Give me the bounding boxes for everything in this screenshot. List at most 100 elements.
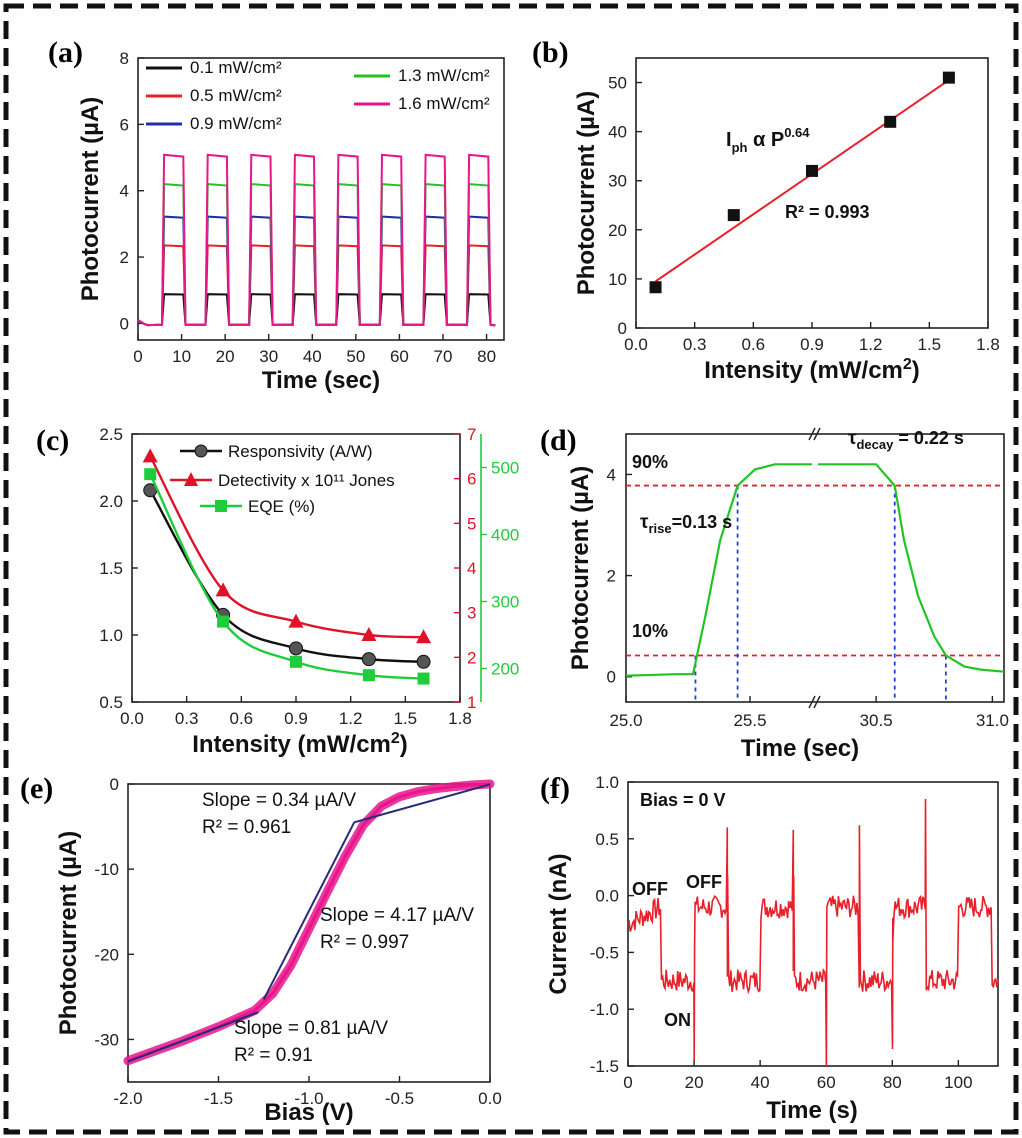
panel-a-legend: 0.1 mW/cm² 0.5 mW/cm² 0.9 mW/cm² 1.3 mW/cm²… <box>146 58 490 133</box>
panel-c-eqe-point <box>217 615 230 628</box>
panel-f-xtick-label: 40 <box>751 1073 770 1092</box>
panel-b-data-point <box>806 164 818 177</box>
panel-b-xtick-label: 1.8 <box>976 335 1000 354</box>
panel-d-xtick-label: 31.0 <box>976 711 1009 730</box>
panel-a-ylabel: Photocurrent (µA) <box>77 97 104 301</box>
panel-a-xtick-label: 40 <box>303 347 322 366</box>
panel-c-ytick-label: 1.5 <box>99 559 123 578</box>
panel-f-ytick-label: -1.5 <box>590 1057 619 1076</box>
panel-e-xtick-label: -1.0 <box>294 1089 323 1108</box>
panel-b-ticks: 0.0 0.3 0.6 0.9 1.2 1.5 1.8 0 10 20 30 40 50 <box>608 74 1000 354</box>
panel-f-ticks: 0 20 40 60 80 100 1.0 0.5 0.0 -0.5 -1.0 -1.5 <box>590 773 973 1092</box>
panel-c-responsivity-point <box>416 654 431 669</box>
panel-c-series-line <box>149 489 424 663</box>
panel-f-xtick-label: 80 <box>883 1073 902 1092</box>
panel-b-label: (b) <box>532 36 569 69</box>
panel-f-series <box>627 798 999 1067</box>
panel-e-fit-line <box>127 1011 259 1063</box>
panel-b-data-point <box>727 209 740 222</box>
panel-b-ytick-label: 40 <box>608 123 627 142</box>
panel-b-fit-line <box>654 79 950 283</box>
panel-c-y2tick-label: 2 <box>467 648 476 667</box>
panel-d-90-label: 90% <box>632 452 668 472</box>
panel-e-xtick-label: -2.0 <box>113 1089 142 1108</box>
panel-c-y3tick-label: 500 <box>491 459 519 478</box>
panel-c-xtick-label: 0.6 <box>230 709 254 728</box>
panel-c-responsivity-point <box>289 641 303 656</box>
panel-c-legend-marker <box>215 500 227 512</box>
panel-c-detectivity-point <box>288 613 304 628</box>
panel-b-xtick-label: 1.5 <box>918 335 942 354</box>
panel-b-xtick-label: 0.0 <box>624 335 648 354</box>
panel-a-legend-label: 1.3 mW/cm² <box>398 66 490 85</box>
panel-b-xtick-label: 0.6 <box>742 335 766 354</box>
panel-a-ytick-label: 0 <box>120 314 129 333</box>
panel-a-ticks: 0 10 20 30 40 50 60 70 80 0 2 4 6 8 <box>120 49 497 366</box>
panel-a-xtick-label: 50 <box>346 347 365 366</box>
panel-f-current-trace <box>627 798 999 1067</box>
panel-c-xtick-label: 0.9 <box>284 709 308 728</box>
panel-d-decay-label: τdecay = 0.22 s <box>848 428 964 452</box>
panel-a-ytick-label: 6 <box>120 115 129 134</box>
panel-c-detectivity-point <box>416 629 432 644</box>
panel-f-off-label-1: OFF <box>632 879 668 899</box>
panel-f-ylabel: Current (nA) <box>545 853 572 994</box>
panel-d-xtick-label: 25.0 <box>609 711 642 730</box>
panel-b: (b) 0.0 0.3 0.6 0.9 1.2 1.5 1.8 0 10 20 30 40 50 Int… <box>532 36 1000 384</box>
panel-a: (a) 0 10 20 30 40 50 60 70 80 0 2 4 6 8 Time (sec) Ph… <box>48 36 505 394</box>
panel-b-xlabel: Intensity (mW/cm2) <box>704 356 920 384</box>
panel-d-rise-curve <box>625 463 812 677</box>
panel-a-xtick-label: 60 <box>390 347 409 366</box>
panel-b-xtick-label: 1.2 <box>859 335 883 354</box>
panel-d-ticks: 25.0 25.5 30.5 31.0 0 2 4 <box>607 427 1009 730</box>
panel-c-y2tick-label: 5 <box>467 514 476 533</box>
panel-b-data-point <box>942 71 955 84</box>
panel-b-marks <box>649 71 955 294</box>
panel-c-y2tick-label: 6 <box>467 470 476 489</box>
panel-e-label: (e) <box>20 772 53 805</box>
panel-f-xtick-label: 60 <box>817 1073 836 1092</box>
panel-d-axis-break <box>808 427 821 441</box>
panel-c-legend-label: Detectivity x 10¹¹ Jones <box>218 471 395 490</box>
panel-b-ytick-label: 30 <box>608 172 627 191</box>
panel-e: (e) -2.0 -1.5 -1.0 -0.5 0.0 0 -10 -20 -30 Bias (… <box>20 772 502 1126</box>
panel-d-axis-break <box>808 695 821 709</box>
panel-f-xtick-label: 100 <box>944 1073 972 1092</box>
panel-e-ticks: -2.0 -1.5 -1.0 -0.5 0.0 0 -10 -20 -30 <box>94 775 501 1108</box>
panel-c-series-line <box>149 455 424 639</box>
panel-d-xtick-label: 25.5 <box>733 711 766 730</box>
panel-c-y3tick-label: 400 <box>491 526 519 545</box>
panel-e-xtick-label: 0.0 <box>478 1089 502 1108</box>
panel-b-data-point <box>649 281 662 294</box>
panel-a-xtick-label: 0 <box>133 347 142 366</box>
panel-c-ytick-label: 2.0 <box>99 492 123 511</box>
panel-b-xtick-label: 0.3 <box>683 335 707 354</box>
panel-f-xtick-label: 20 <box>685 1073 704 1092</box>
panel-a-frame <box>137 57 505 341</box>
panel-c-detectivity-point <box>361 627 377 641</box>
panel-f: (f) 0 20 40 60 80 100 1.0 0.5 0.0 -0.5 -1.0 -1.5 Ti… <box>540 772 999 1124</box>
panel-c-y2tick-label: 4 <box>467 559 476 578</box>
power-law-main: I <box>726 129 732 151</box>
panel-f-ytick-label: 1.0 <box>595 773 619 792</box>
panel-c-y2tick-label: 1 <box>467 693 476 712</box>
panel-e-fit-line <box>353 783 491 824</box>
panel-b-frame <box>635 57 989 329</box>
panel-a-ytick-label: 8 <box>120 49 129 68</box>
panel-a-xtick-label: 80 <box>477 347 496 366</box>
panel-d-rise-label: τrise=0.13 s <box>640 512 732 536</box>
panel-c-eqe-point <box>144 468 157 481</box>
panel-c-legend: Responsivity (A/W) Detectivity x 10¹¹ Jon… <box>170 442 395 516</box>
panel-d-decay-curve <box>818 463 1005 673</box>
dashed-border <box>3 3 1019 1135</box>
panel-e-r2-3: R² = 0.91 <box>234 1045 313 1066</box>
panel-f-bias-label: Bias = 0 V <box>640 790 726 810</box>
panel-c-xtick-label: 1.5 <box>394 709 418 728</box>
panel-c-y2tick-label: 3 <box>467 604 476 623</box>
panel-b-ytick-label: 20 <box>608 221 627 240</box>
panel-f-ytick-label: -1.0 <box>590 1000 619 1019</box>
panel-c-ytick-label: 1.0 <box>99 626 123 645</box>
panel-a-xlabel: Time (sec) <box>262 367 380 394</box>
panel-d-ytick-label: 2 <box>607 567 616 586</box>
panel-e-ytick-label: -10 <box>94 860 119 879</box>
